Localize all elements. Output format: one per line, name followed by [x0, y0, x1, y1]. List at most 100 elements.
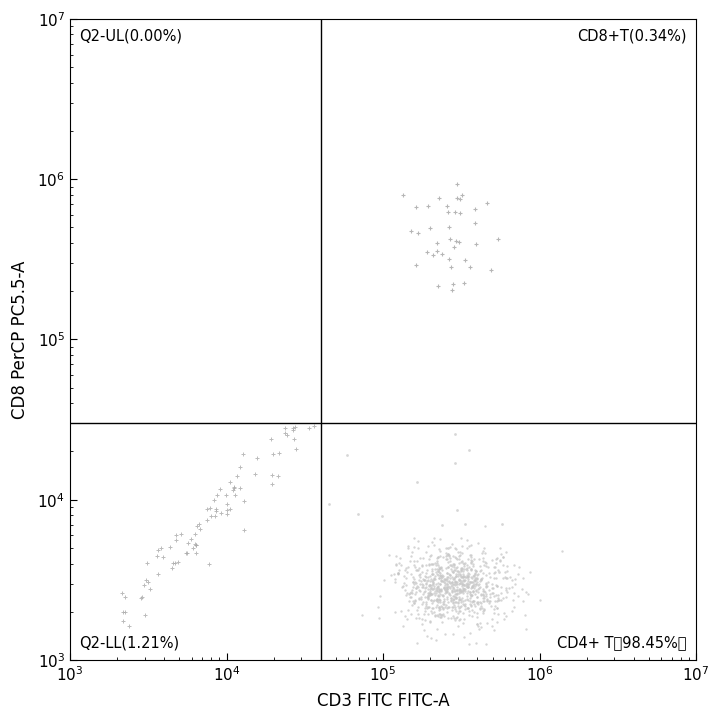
Point	[472, 580, 484, 591]
Point	[470, 637, 482, 648]
Point	[156, 543, 167, 554]
Point	[428, 572, 440, 584]
Point	[465, 572, 477, 583]
Point	[435, 585, 447, 596]
Point	[501, 586, 513, 598]
Point	[477, 606, 489, 617]
Point	[447, 590, 459, 602]
Point	[408, 541, 420, 552]
Point	[201, 514, 213, 526]
Point	[412, 605, 423, 616]
Point	[466, 585, 478, 597]
Point	[117, 606, 128, 618]
Point	[433, 583, 445, 595]
Point	[500, 566, 511, 578]
Point	[407, 596, 419, 607]
Point	[491, 616, 503, 628]
Point	[491, 589, 503, 601]
Point	[464, 598, 475, 610]
Point	[428, 595, 439, 606]
Point	[459, 598, 471, 610]
Point	[451, 505, 462, 516]
Point	[210, 505, 221, 517]
Point	[376, 510, 388, 522]
Point	[405, 225, 417, 236]
Point	[481, 197, 492, 208]
Point	[423, 609, 434, 620]
Point	[455, 564, 466, 575]
Point	[424, 575, 435, 587]
Point	[251, 452, 262, 464]
Point	[442, 612, 454, 624]
Point	[450, 562, 461, 573]
Point	[477, 608, 488, 619]
Point	[136, 591, 148, 603]
Point	[423, 575, 434, 586]
Point	[461, 564, 472, 575]
Point	[456, 580, 468, 591]
Point	[443, 557, 454, 568]
Point	[448, 573, 459, 585]
Point	[449, 597, 461, 609]
Point	[399, 562, 411, 574]
Point	[432, 599, 443, 611]
Point	[443, 549, 454, 560]
Point	[413, 612, 425, 624]
Point	[450, 568, 461, 580]
Point	[140, 574, 151, 585]
Point	[490, 595, 501, 606]
Point	[187, 542, 199, 554]
Point	[474, 603, 486, 615]
Point	[459, 583, 471, 595]
Point	[469, 567, 481, 579]
Point	[421, 602, 433, 614]
Point	[427, 563, 438, 575]
Point	[446, 595, 457, 606]
Point	[461, 559, 473, 571]
Point	[484, 596, 495, 607]
Point	[454, 574, 465, 585]
Point	[450, 614, 461, 626]
Point	[423, 580, 435, 591]
Point	[461, 579, 473, 590]
Point	[397, 190, 409, 201]
Point	[410, 259, 422, 270]
Point	[423, 580, 434, 592]
Point	[404, 555, 416, 567]
Point	[448, 559, 460, 570]
Point	[475, 598, 487, 609]
Point	[435, 561, 446, 572]
Point	[469, 574, 481, 585]
Point	[463, 579, 474, 590]
Point	[517, 572, 528, 584]
Point	[479, 521, 490, 532]
Point	[431, 624, 443, 635]
Point	[412, 580, 423, 591]
Point	[439, 584, 451, 596]
Point	[461, 593, 473, 604]
Point	[423, 590, 434, 602]
Point	[430, 587, 442, 598]
Point	[431, 568, 443, 580]
Point	[486, 601, 497, 612]
Point	[469, 588, 481, 600]
Point	[399, 584, 411, 596]
Point	[456, 547, 468, 559]
Point	[466, 572, 477, 584]
Point	[466, 564, 477, 575]
Point	[402, 541, 414, 552]
Point	[459, 558, 470, 570]
Point	[534, 594, 546, 606]
Point	[460, 563, 472, 575]
Point	[167, 557, 179, 569]
Point	[475, 622, 487, 633]
Point	[432, 590, 443, 602]
Point	[456, 596, 467, 607]
Point	[501, 559, 513, 571]
Point	[461, 602, 473, 614]
Text: CD4+ T（98.45%）: CD4+ T（98.45%）	[557, 635, 687, 650]
Point	[423, 583, 434, 595]
Point	[394, 557, 405, 568]
Point	[413, 570, 425, 581]
Point	[502, 572, 513, 583]
